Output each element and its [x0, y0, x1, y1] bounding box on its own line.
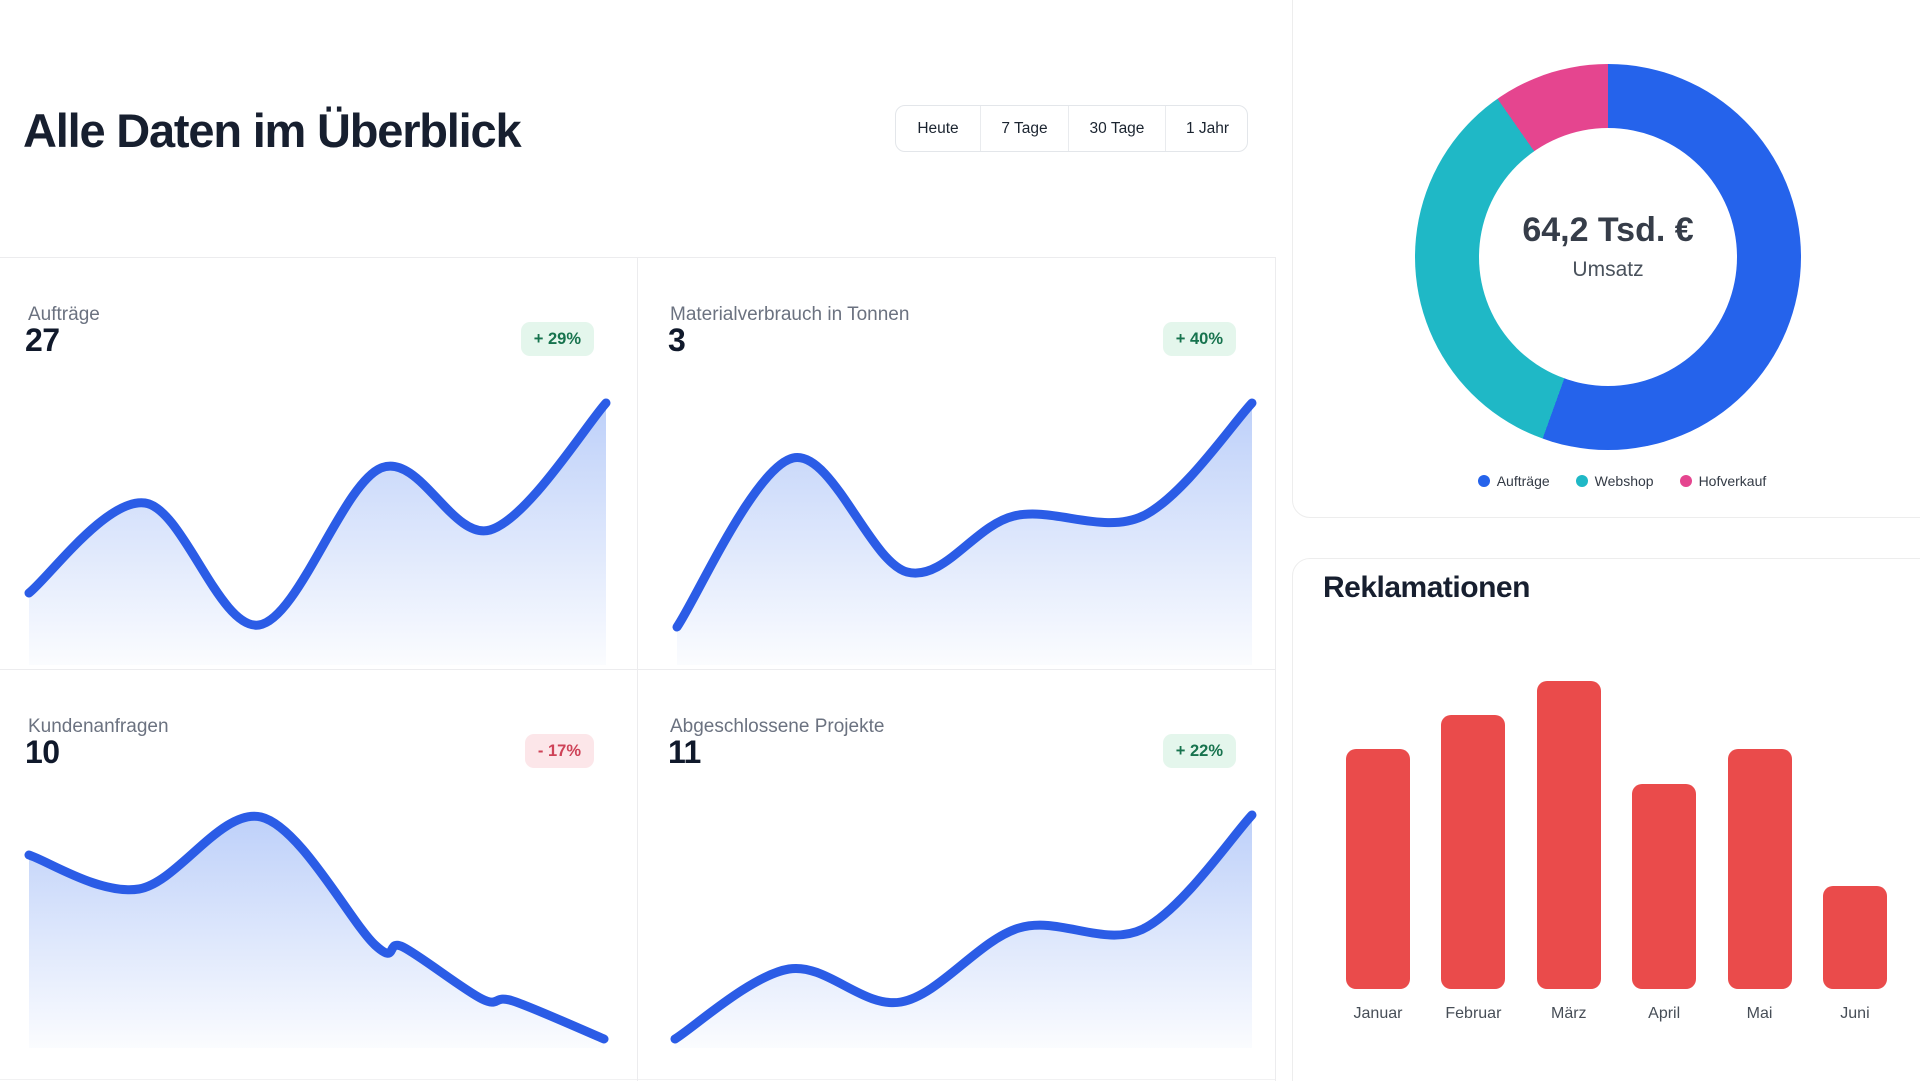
- kpi-value: 10: [25, 734, 60, 770]
- legend-dot: [1679, 475, 1692, 487]
- kpi-card-auftraege: Aufträge 27 + 29%: [0, 258, 634, 669]
- legend-item: Aufträge: [1477, 473, 1550, 489]
- filter-heute[interactable]: Heute: [896, 106, 980, 151]
- filter-30-tage[interactable]: 30 Tage: [1068, 106, 1165, 151]
- bar-februar: [1441, 715, 1506, 989]
- filter-7-tage[interactable]: 7 Tage: [980, 106, 1068, 151]
- legend-label: Aufträge: [1496, 473, 1550, 489]
- legend-item: Hofverkauf: [1679, 473, 1767, 489]
- page-title: Alle Daten im Überblick: [23, 104, 522, 158]
- donut-legend: Aufträge Webshop Hofverkauf: [1293, 473, 1920, 489]
- kpi-label: Kundenanfragen: [28, 716, 169, 737]
- kpi-value: 27: [25, 322, 60, 358]
- legend-label: Hofverkauf: [1698, 473, 1767, 489]
- reklamationen-axis-labels: Januar Februar März April Mai Juni: [1346, 1005, 1887, 1023]
- kpi-label: Abgeschlossene Projekte: [670, 716, 885, 737]
- bar-label: Februar: [1445, 1005, 1502, 1022]
- column-divider: [637, 258, 638, 1081]
- delta-badge: - 17%: [524, 734, 594, 768]
- kpi-card-materialverbrauch: Materialverbrauch in Tonnen 3 + 40%: [638, 258, 1276, 669]
- delta-badge: + 40%: [1162, 322, 1236, 356]
- bar-juni: [1822, 886, 1887, 989]
- umsatz-value: 64,2 Tsd. €: [1522, 210, 1694, 249]
- bar-label: Mai: [1746, 1005, 1773, 1022]
- reklamationen-bar-chart: [1346, 681, 1887, 989]
- legend-label: Webshop: [1594, 473, 1654, 489]
- kpi-label: Materialverbrauch in Tonnen: [670, 304, 910, 325]
- kpi-value: 3: [668, 322, 686, 358]
- bar-label: März: [1551, 1005, 1587, 1022]
- legend-dot: [1477, 475, 1490, 487]
- donut-hole: 64,2 Tsd. € Umsatz: [1479, 128, 1737, 386]
- bar-label: Januar: [1353, 1005, 1403, 1022]
- legend-item: Webshop: [1575, 473, 1654, 489]
- auftraege-sparkline: [24, 398, 611, 665]
- time-range-filter: Heute 7 Tage 30 Tage 1 Jahr: [895, 105, 1248, 152]
- filter-1-jahr[interactable]: 1 Jahr: [1165, 106, 1249, 151]
- materialverbrauch-sparkline: [672, 398, 1257, 665]
- umsatz-label: Umsatz: [1572, 257, 1644, 281]
- reklamationen-card: Reklamationen Januar Februar März April Mai J…: [1292, 558, 1920, 1081]
- row-divider: [0, 669, 1276, 670]
- umsatz-donut-card: 64,2 Tsd. € Umsatz Aufträge Webshop Hofver…: [1292, 0, 1920, 518]
- kpi-value: 11: [668, 734, 701, 770]
- legend-dot: [1575, 475, 1588, 487]
- bar-label: Juni: [1840, 1005, 1870, 1022]
- left-panel-right-edge: [1275, 258, 1276, 1081]
- bottom-divider: [0, 1079, 1276, 1080]
- delta-badge: + 22%: [1162, 734, 1236, 768]
- bar-mai: [1727, 749, 1792, 989]
- bar-märz: [1536, 681, 1601, 989]
- header-divider: [0, 257, 1276, 258]
- kundenanfragen-sparkline: [24, 811, 609, 1048]
- kpi-card-abgeschlossene-projekte: Abgeschlossene Projekte 11 + 22%: [638, 670, 1276, 1081]
- kpi-card-kundenanfragen: Kundenanfragen 10 - 17%: [0, 670, 634, 1081]
- kpi-label: Aufträge: [28, 304, 100, 325]
- bar-januar: [1346, 749, 1410, 989]
- bar-april: [1632, 784, 1697, 989]
- delta-badge: + 29%: [520, 322, 594, 356]
- umsatz-donut-chart: 64,2 Tsd. € Umsatz: [1415, 64, 1801, 450]
- reklamationen-title: Reklamationen: [1323, 571, 1530, 604]
- bar-label: April: [1648, 1005, 1681, 1022]
- projekte-sparkline: [670, 810, 1257, 1048]
